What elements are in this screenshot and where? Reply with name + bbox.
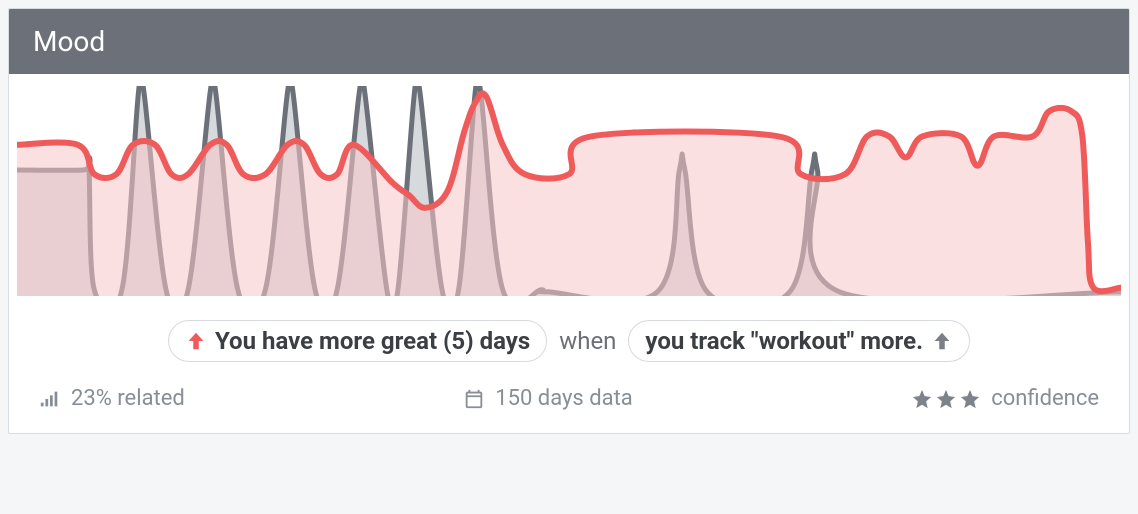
star-icon: [959, 388, 981, 410]
insight-pill-left[interactable]: You have more great (5) days: [168, 320, 547, 362]
insight-connector: when: [559, 327, 616, 355]
confidence-label: confidence: [991, 386, 1099, 411]
days-data-text: 150 days data: [495, 386, 633, 411]
star-icon: [935, 388, 957, 410]
confidence-stat: confidence: [911, 386, 1099, 411]
calendar-icon: [463, 388, 485, 410]
mood-card: Mood You have more great (5) days when y…: [8, 8, 1130, 434]
card-title: Mood: [33, 25, 105, 58]
mood-overlay-chart: [17, 86, 1121, 296]
star-icon: [911, 388, 933, 410]
chart-container: [9, 74, 1129, 296]
days-data-stat: 150 days data: [463, 386, 633, 411]
footer-row: 23% related 150 days data confidence: [9, 370, 1129, 433]
insight-pill-left-text: You have more great (5) days: [215, 327, 530, 355]
insight-pill-right-text: you track "workout" more.: [645, 327, 923, 355]
related-text: 23% related: [71, 386, 185, 411]
related-stat: 23% related: [39, 386, 185, 411]
insight-row: You have more great (5) days when you tr…: [9, 296, 1129, 370]
arrow-up-icon: [931, 330, 953, 352]
card-header: Mood: [9, 9, 1129, 74]
confidence-stars: [911, 388, 981, 410]
bars-icon: [39, 388, 61, 410]
arrow-up-icon: [185, 330, 207, 352]
insight-pill-right[interactable]: you track "workout" more.: [628, 320, 970, 362]
